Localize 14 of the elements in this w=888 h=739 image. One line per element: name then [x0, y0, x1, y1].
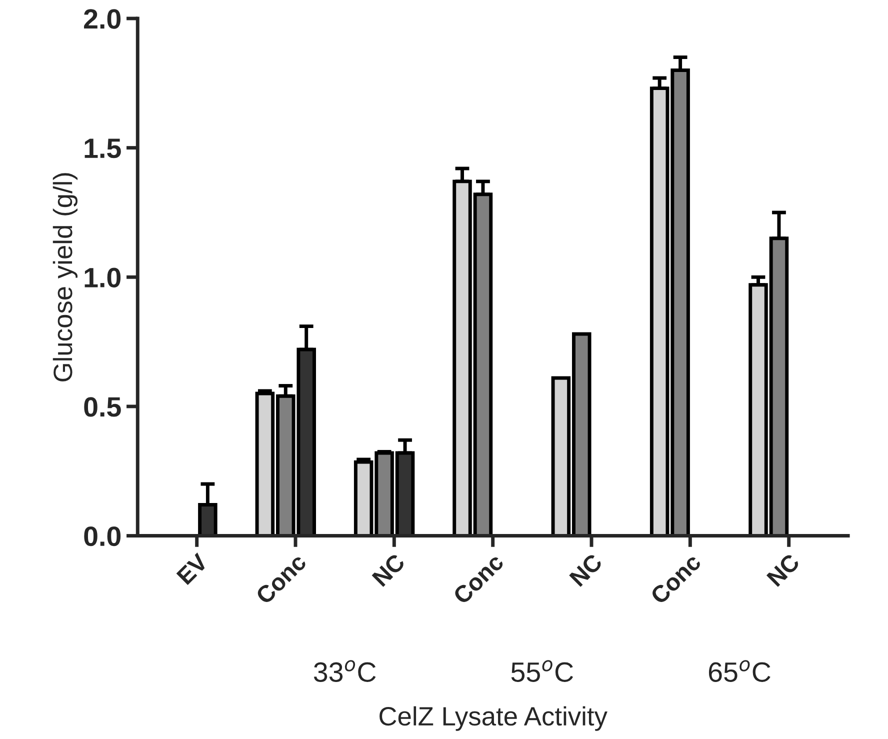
- text: 55$^{o}$C: [511, 660, 574, 682]
- x-tick-label: EV: [176, 552, 209, 586]
- y-tick-label: 0.5: [84, 397, 121, 417]
- y-tick-label: 2.0: [84, 9, 121, 29]
- y-axis-title: Glucose yield (g/l): [52, 173, 78, 382]
- x-tick-label: NC: [766, 552, 801, 588]
- y-tick-label: 0.0: [84, 526, 121, 546]
- x-axis-title: CelZ Lysate Activity: [380, 706, 608, 731]
- y-tick-label: 1.5: [84, 138, 121, 158]
- x-tick-label: NC: [568, 552, 604, 588]
- y-tick-label: 1.0: [84, 268, 121, 288]
- text: 65$^{o}$C: [708, 660, 770, 682]
- x-tick-label: NC: [372, 552, 406, 588]
- text: 33$^{o}$C: [314, 660, 376, 682]
